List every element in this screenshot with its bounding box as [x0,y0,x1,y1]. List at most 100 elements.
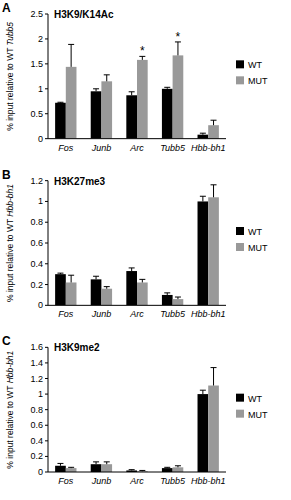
marks [55,368,219,472]
panel-label: B [2,168,11,182]
bar [91,279,102,305]
marks [55,185,219,306]
error-bar [164,293,170,295]
bar [55,274,66,305]
bar [208,386,219,472]
y-tick [45,180,48,181]
panel: A00.511.522.5FosJunbArcTubb5Hbb-bh1H3K9/… [2,1,268,153]
error-stem [131,92,132,95]
x-tick-label: Tubb5 [160,476,186,486]
error-cap [139,470,145,471]
x-tick-label: Junb [91,476,112,486]
error-cap [211,120,217,121]
error-cap [200,390,206,391]
y-tick-label: 0.4 [30,436,43,446]
error-cap [68,467,74,468]
y-tick [45,347,48,348]
bar [101,81,112,138]
error-bar [129,92,135,95]
error-bar [68,44,74,66]
error-bar [211,368,217,386]
bar [198,394,209,472]
bar [198,201,209,305]
error-bar [175,297,181,299]
error-cap [211,184,217,185]
y-tick [45,440,48,441]
y-tick-label: 0.8 [30,217,43,227]
x-tick-label: Arc [129,309,144,319]
error-stem [177,42,178,55]
bar [162,468,173,472]
error-bar [93,276,99,279]
y-tick [45,472,48,473]
error-cap [68,275,74,276]
bar [91,91,102,138]
y-tick [45,456,48,457]
error-cap [200,196,206,197]
legend-label: MUT [248,243,268,253]
y-tick [45,14,48,15]
error-cap [200,133,206,134]
legend-label: MUT [248,76,268,86]
error-bar [57,102,63,103]
y-tick-label: 0 [38,467,43,477]
y-tick-label: 1.6 [30,342,43,352]
bar [126,271,137,305]
legend-label: WT [248,227,262,237]
y-tick-label: 0.2 [30,451,43,461]
x-tick-label: Hbb-bh1 [191,309,226,319]
legend-swatch [236,394,244,402]
y-tick-label: 1 [38,196,43,206]
error-cap [164,467,170,468]
error-bar [68,275,74,282]
bar [208,125,219,138]
error-bar [175,42,181,55]
x-tick-label: Fos [58,476,74,486]
error-bar [139,470,145,472]
y-tick-label: 0.4 [30,259,43,269]
panel: C00.20.40.60.811.21.41.6FosJunbArcTubb5H… [2,334,268,486]
bar [198,135,209,139]
y-tick [45,263,48,264]
error-cap [57,463,63,464]
x-tick-label: Hbb-bh1 [191,476,226,486]
error-cap [104,74,110,75]
y-tick-label: 1 [38,389,43,399]
y-tick [45,113,48,114]
x-axis [48,305,226,306]
x-tick-label: Arc [129,143,144,153]
error-bar [68,467,74,469]
error-stem [213,185,214,197]
error-bar [129,268,135,271]
error-bar [175,466,181,468]
x-axis [48,472,226,473]
background [0,0,291,500]
x-tick-label: Tubb5 [160,143,186,153]
y-label-part: % input relative to WT [5,383,15,468]
error-bar [129,469,135,471]
x-tick-label: Fos [58,143,74,153]
error-stem [213,368,214,386]
bar [66,282,77,305]
bar [173,299,184,305]
error-bar [211,185,217,197]
bar [101,289,112,306]
y-tick [45,409,48,410]
bar [55,103,66,139]
x-tick-label: Tubb5 [160,309,186,319]
y-label-gene: Hbb-bh1 [5,184,15,217]
bar [101,464,112,472]
bar [126,95,137,138]
error-cap [104,286,110,287]
error-stem [71,275,72,282]
bar [162,295,173,305]
x-tick-label: Arc [129,476,144,486]
bar [55,466,66,472]
bar [66,468,77,472]
y-tick [45,425,48,426]
error-bar [57,463,63,465]
error-bar [164,87,170,88]
x-tick-label: Junb [91,143,112,153]
error-bar [93,89,99,91]
bar [66,67,77,139]
